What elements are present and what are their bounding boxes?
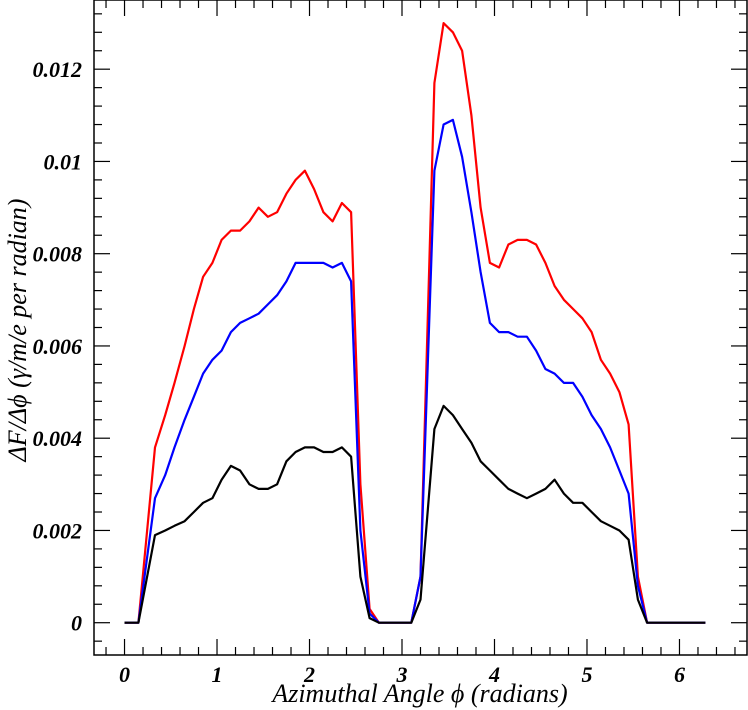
y-tick-label: 0.006 — [33, 334, 83, 359]
x-axis-label: Azimuthal Angle ϕ (radians) — [270, 679, 567, 708]
x-tick-label: 1 — [212, 662, 223, 687]
x-tick-label: 4 — [488, 662, 500, 687]
series-line-1 — [124, 118, 706, 624]
series-lines — [124, 22, 706, 624]
y-axis-label: ΔF/Δϕ (γ/m/e per radian) — [3, 199, 32, 463]
y-tick-label: 0.012 — [33, 57, 83, 82]
series-line-0 — [124, 22, 706, 624]
y-tick-label: 0.002 — [33, 518, 83, 543]
y-tick-label: 0.004 — [33, 426, 83, 451]
x-tick-label: 5 — [581, 662, 592, 687]
tick-labels: 0 1 2 3 4 5 6 0 0.002 0.004 0.006 0.008 0.01 0.012 — [33, 57, 685, 687]
x-tick-label: 3 — [396, 662, 408, 687]
y-tick-label: 0.008 — [33, 242, 83, 267]
series-line-2 — [124, 404, 706, 624]
y-tick-label: 0.01 — [44, 149, 83, 174]
x-tick-label: 0 — [119, 662, 130, 687]
y-tick-label: 0 — [71, 611, 82, 636]
x-tick-label: 6 — [674, 662, 685, 687]
ticks — [94, 0, 747, 655]
x-tick-label: 2 — [303, 662, 315, 687]
